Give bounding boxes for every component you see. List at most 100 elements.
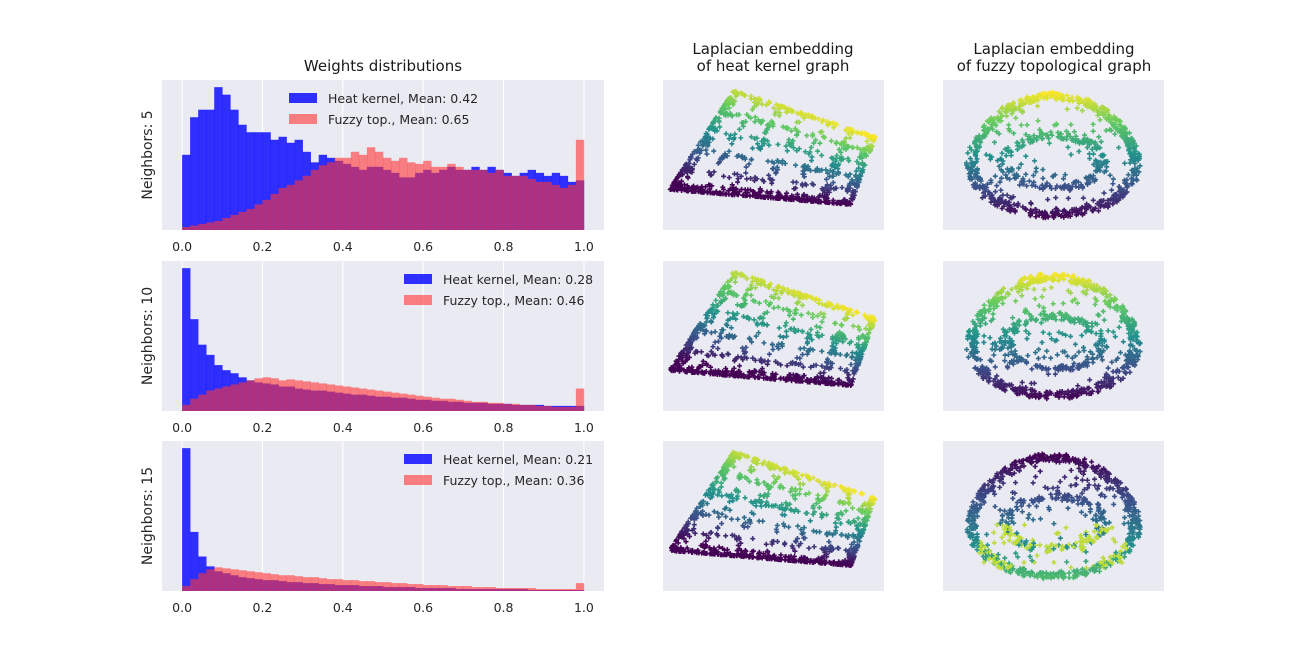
scatter-point (794, 191, 800, 197)
scatter-point (1034, 135, 1040, 141)
scatter-point (819, 192, 825, 198)
legend-swatch (404, 295, 432, 305)
histogram-bar (262, 377, 271, 411)
histogram-bar (391, 392, 400, 411)
scatter-point (808, 144, 814, 150)
fuzzy-embed-5 (943, 80, 1164, 230)
scatter-point (817, 140, 823, 146)
x-tick-label: 0.4 (333, 420, 353, 435)
scatter-point (996, 118, 1002, 124)
scatter-point (963, 160, 969, 166)
scatter-point (1073, 133, 1079, 139)
scatter-point (712, 128, 718, 134)
histogram-bar (326, 579, 336, 591)
scatter-point (1018, 122, 1024, 128)
scatter-point (1030, 173, 1036, 179)
scatter-point (1040, 175, 1046, 181)
scatter-point (763, 102, 769, 108)
scatter-point (718, 110, 724, 116)
scatter-point (1090, 121, 1096, 127)
scatter-point (738, 135, 744, 141)
scatter-point (733, 88, 739, 94)
scatter-point (814, 166, 820, 172)
histogram-bar (447, 163, 456, 230)
scatter-point (1004, 175, 1010, 181)
scatter-point (679, 167, 685, 173)
scatter-point (1122, 160, 1128, 166)
fuzzy-embed-10 (943, 261, 1164, 411)
histogram-bar (310, 382, 320, 411)
histogram-bar (511, 588, 520, 591)
scatter-point (1110, 181, 1116, 187)
histogram-bar (182, 586, 191, 591)
histogram-bar (254, 204, 263, 230)
histogram-bar (471, 401, 480, 411)
scatter-point (736, 152, 742, 158)
scatter-point (843, 172, 849, 178)
scatter-point (1124, 184, 1130, 190)
scatter-point (830, 156, 836, 162)
scatter-point (784, 190, 790, 196)
scatter-point (789, 140, 795, 146)
scatter-point (1088, 138, 1094, 144)
scatter-point (994, 183, 1000, 189)
scatter-point (755, 101, 761, 107)
histogram-bar (399, 157, 408, 230)
histogram-bar (350, 151, 360, 230)
histogram-bar (383, 157, 392, 230)
scatter-point (707, 172, 713, 178)
scatter-point (786, 137, 792, 143)
histogram-bar (511, 175, 520, 230)
scatter-point (802, 181, 808, 187)
scatter-point (769, 119, 775, 125)
scatter-point (833, 171, 839, 177)
scatter-point (853, 174, 859, 180)
row-label: Neighbors: 5 (140, 110, 156, 199)
scatter-point (709, 124, 715, 130)
histogram-bar (270, 193, 279, 230)
scatter-point (866, 133, 872, 139)
scatter-point (1096, 134, 1102, 140)
scatter-point (742, 154, 748, 160)
histogram-bar (366, 389, 376, 411)
scatter-point (1006, 169, 1012, 175)
scatter-point (1060, 176, 1066, 182)
histogram-bar (254, 572, 263, 591)
scatter-point (811, 140, 817, 146)
scatter-point (834, 121, 840, 127)
scatter-point (705, 190, 711, 196)
scatter-point (804, 133, 810, 139)
scatter-point (788, 128, 794, 134)
scatter-point (835, 163, 841, 169)
scatter-point (1053, 195, 1059, 201)
scatter-point (765, 191, 771, 197)
scatter-point (831, 125, 837, 131)
scatter-point (863, 152, 869, 158)
histogram-bar (543, 589, 553, 591)
scatter-point (1076, 138, 1082, 144)
scatter-point (1125, 172, 1131, 178)
scatter-point (773, 102, 779, 108)
scatter-point (691, 186, 697, 192)
row-label: Neighbors: 15 (140, 467, 156, 565)
scatter-point (1040, 167, 1046, 173)
histogram-bar (238, 124, 247, 230)
scatter-point (856, 165, 862, 171)
scatter-point (722, 191, 728, 197)
histogram-bar (567, 184, 577, 230)
scatter-point (1031, 179, 1037, 185)
histogram-bar (230, 214, 239, 230)
scatter-point (1003, 172, 1009, 178)
scatter-point (819, 186, 825, 192)
scatter-point (809, 194, 815, 200)
scatter-point (757, 146, 763, 152)
scatter-point (728, 112, 734, 118)
histogram-bar (567, 589, 577, 591)
scatter-point (748, 175, 754, 181)
scatter-point (669, 186, 675, 192)
scatter-point (859, 130, 865, 136)
scatter-point (832, 165, 838, 171)
scatter-point (774, 158, 780, 164)
scatter-point (845, 144, 851, 150)
scatter-point (705, 141, 711, 147)
